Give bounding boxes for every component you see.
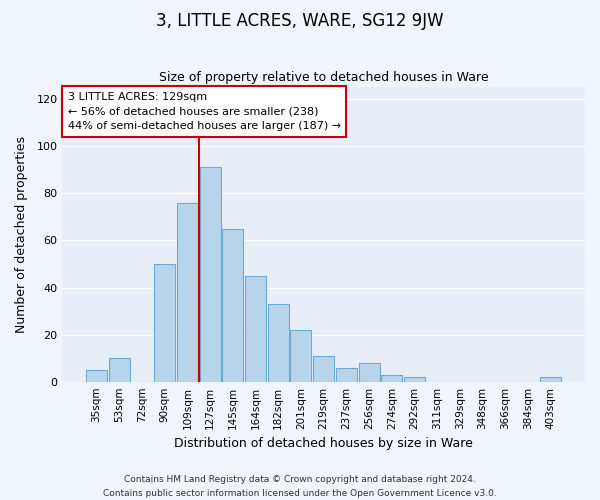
Bar [245, 276, 266, 382]
Bar [109, 358, 130, 382]
X-axis label: Distribution of detached houses by size in Ware: Distribution of detached houses by size … [174, 437, 473, 450]
Bar [200, 168, 221, 382]
Bar [86, 370, 107, 382]
Bar [154, 264, 175, 382]
Bar [382, 374, 402, 382]
Text: 3 LITTLE ACRES: 129sqm
← 56% of detached houses are smaller (238)
44% of semi-de: 3 LITTLE ACRES: 129sqm ← 56% of detached… [68, 92, 341, 132]
Bar [290, 330, 311, 382]
Bar [541, 377, 561, 382]
Bar [359, 363, 380, 382]
Bar [313, 356, 334, 382]
Bar [404, 377, 425, 382]
Title: Size of property relative to detached houses in Ware: Size of property relative to detached ho… [159, 70, 488, 84]
Y-axis label: Number of detached properties: Number of detached properties [15, 136, 28, 333]
Bar [336, 368, 357, 382]
Text: Contains HM Land Registry data © Crown copyright and database right 2024.
Contai: Contains HM Land Registry data © Crown c… [103, 476, 497, 498]
Bar [177, 203, 198, 382]
Bar [268, 304, 289, 382]
Bar [223, 228, 243, 382]
Text: 3, LITTLE ACRES, WARE, SG12 9JW: 3, LITTLE ACRES, WARE, SG12 9JW [156, 12, 444, 30]
